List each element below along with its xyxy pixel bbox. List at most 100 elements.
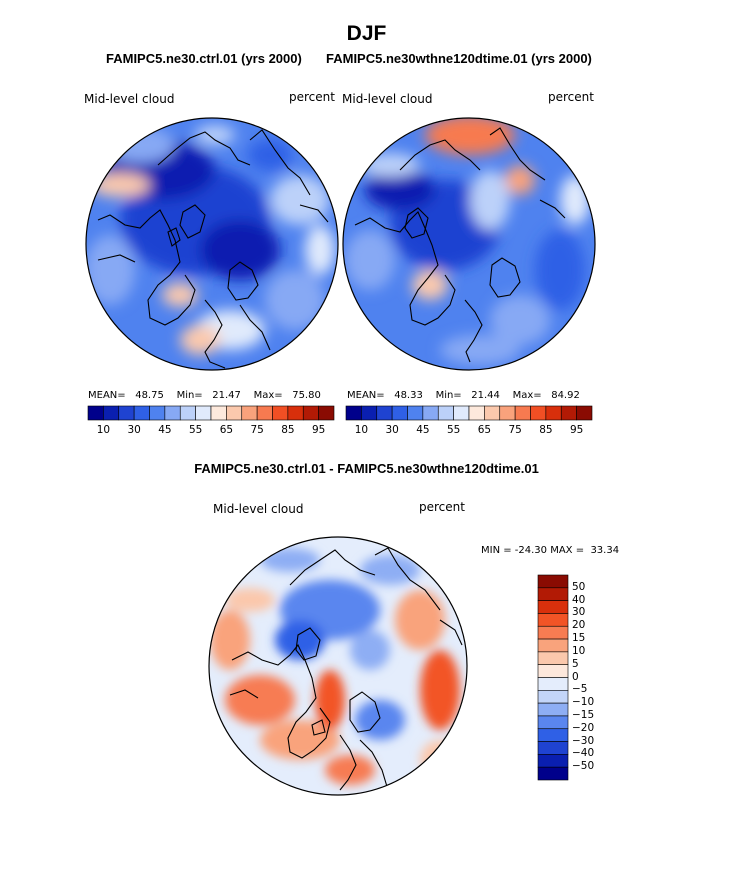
diff-colorbar-swatch (537, 690, 569, 704)
right-polar-map (342, 117, 596, 371)
left-units-label: percent (289, 90, 335, 104)
difference-subtitle: FAMIPC5.ne30.ctrl.01 - FAMIPC5.ne30wthne… (194, 461, 539, 476)
right-colorbar-swatch (422, 405, 439, 421)
diff-map-field (210, 548, 460, 785)
diff-colorbar-tick-label: 0 (572, 670, 579, 683)
left-colorbar-swatch (195, 405, 212, 421)
left-map-border (85, 117, 339, 371)
left-colorbar-swatch (87, 405, 104, 421)
right-colorbar-tick-label: 85 (539, 424, 553, 436)
diff-colorbar-swatch (537, 638, 569, 653)
right-colorbar-tick-label: 45 (416, 424, 430, 436)
right-colorbar (345, 405, 593, 421)
diff-map-border (208, 536, 468, 796)
diff-colorbar-swatch (537, 677, 569, 691)
left-colorbar-swatch (149, 405, 166, 421)
left-min-value: 21.47 (212, 390, 241, 401)
right-colorbar-tick-label: 75 (508, 424, 522, 436)
right-map-field (345, 118, 590, 365)
diff-colorbar-swatch (537, 613, 569, 627)
diff-colorbar-swatch (537, 574, 569, 589)
left-colorbar-swatch (133, 405, 150, 421)
diff-minmax-text: MIN = -24.30 MAX = 33.34 (481, 545, 620, 556)
left-variable-label: Mid-level cloud (84, 92, 175, 106)
left-stats: MEAN= 48.75 Min= 21.47 Max= 75.80 (88, 390, 321, 401)
diff-colorbar-swatch (537, 766, 569, 781)
right-max-label: Max= (512, 390, 542, 401)
left-colorbar-swatch (256, 405, 273, 421)
left-colorbar-swatch (179, 405, 196, 421)
diff-colorbar-tick-label: −10 (572, 696, 595, 709)
right-coastlines (354, 127, 566, 363)
diff-colorbar-tick-label: −40 (572, 747, 595, 760)
diff-coastlines (229, 547, 463, 791)
page-title: DJF (346, 22, 387, 45)
right-colorbar-swatch (468, 405, 485, 421)
diff-colorbar-tick-label: 30 (572, 606, 586, 619)
right-colorbar-swatch (376, 405, 393, 421)
right-min-label: Min= (435, 390, 462, 401)
right-colorbar-tick-label: 65 (477, 424, 492, 436)
diff-colorbar-tick-label: −20 (572, 721, 595, 734)
right-colorbar-tick-label: 10 (354, 424, 369, 436)
right-units-label: percent (548, 90, 594, 104)
left-colorbar-swatch (210, 405, 227, 421)
left-colorbar-tick-label: 95 (311, 424, 326, 436)
left-mean-value: 48.75 (135, 390, 164, 401)
diff-colorbar-tick-label: 20 (572, 619, 586, 632)
diff-colorbar-swatch (537, 587, 569, 601)
left-colorbar-tick-label: 30 (127, 424, 141, 436)
diff-colorbar-tick-label: 50 (572, 580, 586, 593)
right-colorbar-swatch (484, 405, 501, 421)
right-colorbar-swatch (499, 405, 516, 421)
diff-units-label: percent (419, 500, 465, 514)
diff-colorbar-swatch (537, 728, 569, 742)
left-max-value: 75.80 (292, 390, 321, 401)
right-map-border (342, 117, 596, 371)
right-colorbar-swatch (391, 405, 408, 421)
diff-colorbar-swatch (537, 600, 569, 614)
left-colorbar-tick-label: 85 (281, 424, 295, 436)
right-colorbar-tick-label: 95 (569, 424, 584, 436)
diff-colorbar-tick-label: −5 (572, 683, 588, 696)
diff-colorbar-tick-label: 10 (572, 644, 586, 657)
left-polar-map (85, 117, 339, 371)
diff-colorbar-tick-label: 15 (572, 632, 586, 645)
diff-colorbar-tick-label: −50 (572, 760, 595, 773)
left-colorbar (87, 405, 335, 421)
right-colorbar-swatch (514, 405, 531, 421)
right-mean-label: MEAN= (347, 390, 385, 401)
left-colorbar-swatch (302, 405, 319, 421)
right-colorbar-tick-label: 55 (446, 424, 461, 436)
difference-colorbar (537, 574, 569, 781)
left-colorbar-swatch (164, 405, 181, 421)
left-colorbar-swatch (272, 405, 289, 421)
left-colorbar-swatch (226, 405, 243, 421)
right-variable-label: Mid-level cloud (342, 92, 433, 106)
left-colorbar-tick-label: 10 (96, 424, 111, 436)
diff-colorbar-tick-label: −15 (572, 708, 595, 721)
right-colorbar-tick-label: 30 (385, 424, 399, 436)
diff-variable-label: Mid-level cloud (213, 502, 304, 516)
right-mean-value: 48.33 (394, 390, 423, 401)
diff-colorbar-swatch (537, 664, 569, 678)
right-min-value: 21.44 (471, 390, 500, 401)
right-colorbar-swatch (345, 405, 362, 421)
left-max-label: Max= (253, 390, 283, 401)
right-colorbar-swatch (576, 405, 593, 421)
left-panel-subtitle: FAMIPC5.ne30.ctrl.01 (yrs 2000) (106, 51, 302, 66)
left-colorbar-tick-label: 45 (158, 424, 172, 436)
left-colorbar-swatch (287, 405, 304, 421)
right-panel-subtitle: FAMIPC5.ne30wthne120dtime.01 (yrs 2000) (326, 51, 592, 66)
right-colorbar-swatch (545, 405, 562, 421)
right-colorbar-swatch (437, 405, 454, 421)
right-colorbar-swatch (361, 405, 378, 421)
right-colorbar-swatch (453, 405, 470, 421)
diff-colorbar-tick-label: 40 (572, 593, 586, 606)
diff-colorbar-swatch (537, 715, 569, 730)
left-colorbar-swatch (318, 405, 335, 421)
right-stats: MEAN= 48.33 Min= 21.44 Max= 84.92 (347, 390, 580, 401)
left-mean-label: MEAN= (88, 390, 126, 401)
diff-colorbar-swatch (537, 741, 569, 755)
